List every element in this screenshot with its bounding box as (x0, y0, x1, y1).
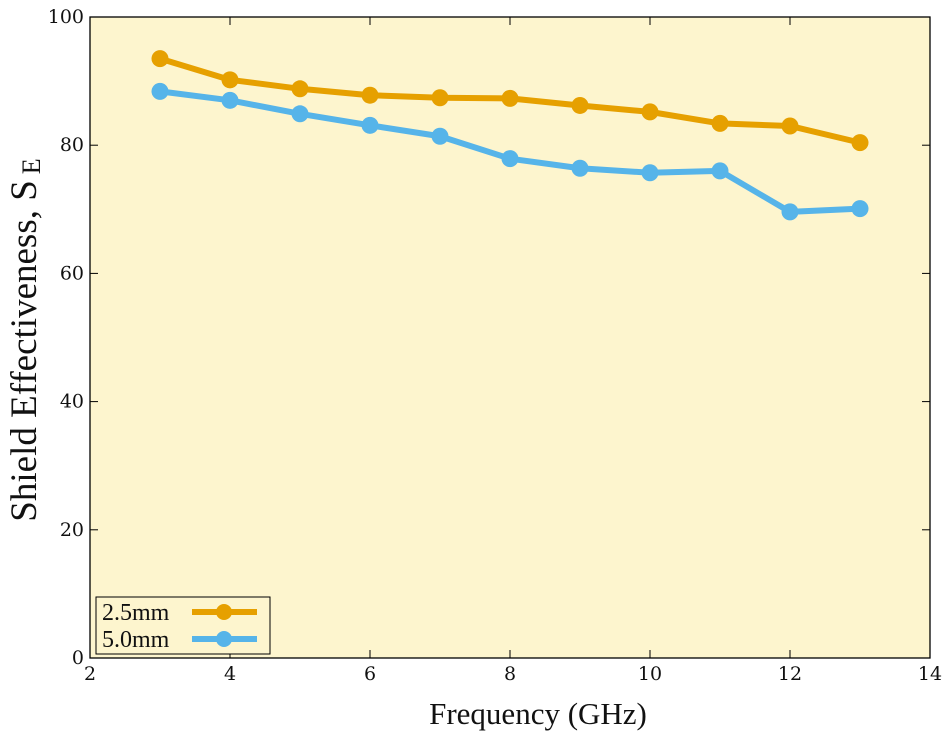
x-tick-label: 12 (778, 663, 802, 685)
data-point-2.5mm (291, 80, 309, 98)
x-tick-label: 8 (504, 663, 516, 685)
y-tick-label: 100 (48, 6, 84, 28)
data-point-5.0mm (291, 105, 309, 123)
plot-frame (89, 16, 931, 659)
data-point-5.0mm (781, 203, 799, 221)
legend-box (95, 596, 271, 655)
x-axis-title: Frequency (GHz) (429, 696, 647, 731)
legend-marker-2.5mm (216, 604, 232, 620)
x-tick-label: 14 (918, 663, 942, 685)
ticks-layer: 2 4 6 8 10 12 14 0 20 40 60 80 100 (48, 6, 942, 685)
x-tick-label: 4 (224, 663, 236, 685)
data-point-2.5mm (501, 89, 519, 107)
data-point-2.5mm (151, 50, 169, 68)
legend-label-2.5mm: 2.5mm (102, 600, 170, 626)
data-point-2.5mm (641, 103, 659, 121)
x-tick-label: 2 (84, 663, 96, 685)
data-point-5.0mm (361, 116, 379, 134)
data-point-5.0mm (641, 164, 659, 182)
series-layer (151, 50, 869, 221)
data-point-2.5mm (361, 86, 379, 104)
data-point-2.5mm (711, 114, 729, 132)
y-tick-label: 0 (72, 647, 84, 669)
y-tick-label: 40 (60, 391, 84, 413)
legend-marker-5.0mm (216, 631, 232, 647)
x-tick-label: 6 (364, 663, 376, 685)
y-axis-title: Shield Effectiveness, S E (4, 158, 46, 521)
data-point-2.5mm (781, 117, 799, 135)
data-point-5.0mm (571, 159, 589, 177)
y-tick-label: 60 (60, 262, 84, 284)
x-tick-label: 10 (638, 663, 662, 685)
y-axis-title-subscript: E (17, 158, 46, 174)
data-point-5.0mm (711, 162, 729, 180)
y-tick-label: 80 (60, 134, 84, 156)
plot-area (90, 17, 930, 658)
data-point-5.0mm (501, 150, 519, 168)
data-point-2.5mm (851, 134, 869, 152)
y-tick-label: 20 (60, 519, 84, 541)
data-point-5.0mm (851, 200, 869, 218)
y-axis-title-main: Shield Effectiveness, S (4, 180, 45, 522)
data-point-2.5mm (221, 71, 239, 89)
legend-label-5.0mm: 5.0mm (102, 627, 170, 653)
legend: 2.5mm 5.0mm (95, 596, 271, 655)
data-point-5.0mm (221, 91, 239, 109)
data-point-5.0mm (431, 127, 449, 145)
data-point-2.5mm (431, 89, 449, 107)
data-point-5.0mm (151, 82, 169, 100)
data-point-2.5mm (571, 96, 589, 114)
